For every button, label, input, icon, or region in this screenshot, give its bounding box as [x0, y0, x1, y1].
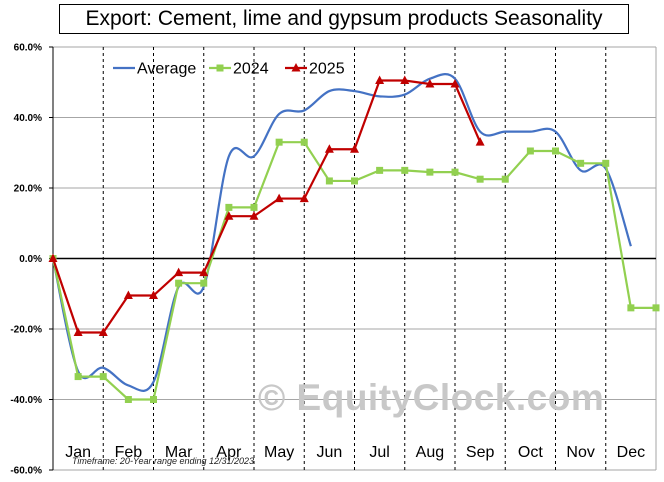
- point-2025: [98, 327, 108, 337]
- point-2025: [249, 211, 259, 220]
- point-2025: [350, 144, 359, 153]
- point-2024: [401, 166, 409, 174]
- chart-title: Export: Cement, lime and gypsum products…: [59, 4, 629, 34]
- y-tick-label: -60.0%: [10, 466, 42, 477]
- y-tick-label: 40.0%: [14, 113, 42, 124]
- month-label: Oct: [518, 444, 543, 461]
- point-2024: [602, 159, 610, 167]
- point-2024: [150, 396, 157, 403]
- point-2025: [48, 253, 58, 262]
- month-label: Jan: [65, 444, 91, 461]
- point-2025: [149, 290, 158, 300]
- y-tick-label: 0.0%: [19, 254, 42, 265]
- point-2024: [426, 168, 434, 176]
- month-label: Aug: [416, 444, 444, 461]
- point-2024: [552, 147, 559, 155]
- series-lines: [48, 73, 660, 403]
- point-2024: [451, 168, 459, 176]
- point-2025: [174, 267, 184, 277]
- point-2024: [200, 279, 208, 287]
- point-2024: [225, 203, 233, 211]
- point-2025: [274, 193, 284, 203]
- y-tick-label: 20.0%: [14, 184, 42, 195]
- series-line-2025: [51, 79, 482, 334]
- month-label: Feb: [115, 444, 143, 461]
- point-2024: [275, 138, 283, 146]
- watermark: © EquityClock.com: [258, 377, 605, 418]
- point-2024: [99, 373, 107, 381]
- month-label: May: [264, 444, 294, 461]
- month-separators: [102, 47, 607, 470]
- y-tick-label: -40.0%: [10, 395, 42, 406]
- point-2024: [476, 175, 484, 183]
- point-2024: [376, 166, 384, 174]
- point-2024: [501, 175, 509, 183]
- legend: Average 2024 2025: [113, 61, 345, 78]
- legend-label-average: Average: [137, 61, 196, 78]
- point-2024: [325, 177, 333, 185]
- point-2025: [123, 290, 133, 300]
- month-label: Jul: [369, 444, 389, 461]
- x-axis: Jan Feb Mar Apr May Jun Jul Aug Sep Oct Nov Dec: [65, 444, 645, 461]
- y-tick-label: -20.0%: [10, 325, 42, 336]
- point-2025: [199, 267, 209, 277]
- point-2024: [74, 373, 82, 381]
- month-label: Mar: [165, 444, 193, 461]
- point-2024: [577, 159, 585, 167]
- series-line-average: [51, 73, 632, 392]
- month-label: Sep: [466, 444, 495, 461]
- legend-marker-2024: [216, 64, 224, 72]
- point-2025: [224, 211, 234, 220]
- y-axis: 60.0% 40.0% 20.0% 0.0% -20.0% -40.0% -60.0%: [10, 43, 54, 477]
- point-2024: [526, 147, 534, 155]
- point-2024: [124, 396, 132, 403]
- point-2025: [450, 79, 460, 88]
- point-2025: [324, 144, 334, 153]
- point-2025: [400, 75, 410, 84]
- timeframe-note: Timeframe: 20-Year range ending 12/31/20…: [72, 456, 255, 466]
- point-2024: [652, 304, 660, 312]
- point-2024: [250, 203, 258, 211]
- month-label: Apr: [216, 444, 242, 461]
- point-2025: [73, 327, 83, 337]
- legend-label-2024: 2024: [233, 61, 269, 78]
- point-2025: [475, 137, 485, 146]
- point-2024: [627, 304, 635, 312]
- point-2024: [175, 279, 183, 287]
- y-tick-label: 60.0%: [14, 43, 42, 54]
- point-2025: [375, 75, 385, 84]
- point-2025: [299, 193, 309, 203]
- point-2024: [300, 138, 308, 146]
- month-label: Nov: [566, 444, 594, 461]
- legend-marker-2025: [291, 63, 301, 72]
- chart-title-text: Export: Cement, lime and gypsum products…: [85, 7, 603, 30]
- point-2024: [351, 177, 358, 185]
- legend-label-2025: 2025: [309, 61, 345, 78]
- month-label: Jun: [316, 444, 342, 461]
- point-2025: [425, 79, 435, 88]
- month-label: Dec: [617, 444, 645, 461]
